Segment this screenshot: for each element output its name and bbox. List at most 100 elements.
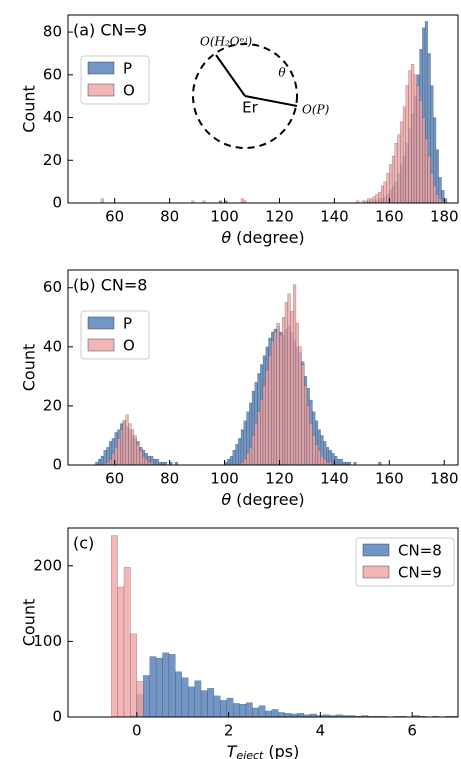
plot-frame (67, 527, 459, 718)
bar (110, 535, 118, 718)
bar (411, 63, 415, 204)
bar (323, 458, 327, 466)
y-tick-label: 20 (43, 151, 62, 169)
x-tick-label: 2 (224, 722, 234, 740)
x-tick-label: 120 (265, 470, 294, 488)
y-tick-label: 100 (33, 632, 62, 650)
panel-title: (c) (73, 534, 94, 553)
panel-title: (b) CN=8 (73, 276, 147, 295)
x-tick-label: 100 (210, 470, 239, 488)
bar (260, 399, 264, 466)
x-tick-label: 160 (375, 470, 404, 488)
bar (309, 423, 313, 466)
x-axis-symbol: θ (221, 490, 231, 509)
inset-bond (244, 95, 298, 107)
bar (188, 686, 195, 718)
bar (258, 705, 266, 718)
bar (136, 444, 140, 466)
bar (413, 74, 417, 204)
annotation: O(H₂Oᵉʲ) (200, 35, 252, 49)
bar (276, 323, 280, 466)
bar (265, 710, 272, 718)
y-tick-label: 0 (52, 456, 62, 474)
bar (277, 712, 285, 718)
x-tick-label: 160 (375, 208, 404, 226)
x-tick-label: 0 (132, 722, 142, 740)
legend-swatch (87, 61, 115, 75)
bar (435, 194, 439, 204)
x-tick-label: 180 (430, 208, 459, 226)
bar (235, 444, 239, 466)
x-tick-label: 140 (320, 470, 349, 488)
bar (149, 656, 157, 718)
y-tick-label: 40 (43, 108, 62, 126)
bar (240, 198, 244, 204)
bar (301, 364, 305, 466)
bar (312, 435, 316, 466)
bar (100, 198, 104, 204)
bar (136, 681, 144, 718)
x-axis-unit: (ps) (268, 742, 299, 759)
plot-frame (67, 269, 459, 466)
inset-diagram (192, 43, 298, 149)
bar (257, 411, 261, 466)
y-axis-label: Count (20, 599, 39, 647)
bar (271, 340, 275, 466)
bar (306, 405, 310, 466)
bar (405, 85, 409, 204)
bar (320, 455, 324, 466)
bar (100, 455, 104, 466)
bar (394, 143, 398, 204)
bar (213, 695, 221, 718)
y-axis-label: Count (20, 344, 39, 392)
legend-swatch (87, 338, 115, 352)
legend-label: O (123, 82, 135, 100)
bar (144, 458, 148, 466)
x-axis-symbol: θ (221, 228, 231, 247)
bar (402, 106, 406, 204)
x-axis-unit: (degree) (236, 490, 305, 509)
bar (194, 680, 202, 718)
bar (117, 586, 125, 718)
x-tick-label: 6 (407, 722, 417, 740)
bar (422, 117, 426, 204)
bar (416, 85, 420, 204)
bar (273, 331, 277, 466)
x-tick-label: 80 (160, 208, 179, 226)
bar (229, 455, 233, 466)
bar (142, 455, 146, 466)
x-axis-label: θ (degree) (221, 490, 304, 509)
bar (268, 355, 272, 466)
x-axis-subscript: eject (236, 749, 264, 759)
bar (391, 155, 395, 204)
bar (120, 429, 124, 466)
legend-swatch (87, 83, 115, 97)
bar (207, 688, 215, 718)
y-tick-label: 0 (52, 708, 62, 726)
bar (168, 654, 176, 718)
bar (175, 671, 182, 718)
bar (109, 458, 113, 466)
bar (284, 302, 288, 466)
bar (131, 429, 135, 466)
legend-swatch (87, 316, 115, 330)
bar (243, 458, 247, 466)
bar (249, 447, 253, 466)
x-axis-symbol: T (227, 742, 238, 759)
y-tick-label: 0 (52, 194, 62, 212)
y-tick-label: 40 (43, 337, 62, 355)
legend-swatch (362, 543, 390, 557)
bar (245, 702, 253, 718)
bar (380, 185, 384, 204)
bar (233, 703, 240, 718)
bar (304, 385, 308, 466)
bar (337, 458, 341, 466)
bar (130, 633, 137, 718)
y-axis-label: Count (20, 85, 39, 133)
bar (122, 420, 126, 466)
panel-title: (a) CN=9 (73, 21, 147, 40)
y-tick-label: 80 (43, 23, 62, 41)
legend-label: P (123, 315, 132, 333)
bar (227, 458, 231, 466)
